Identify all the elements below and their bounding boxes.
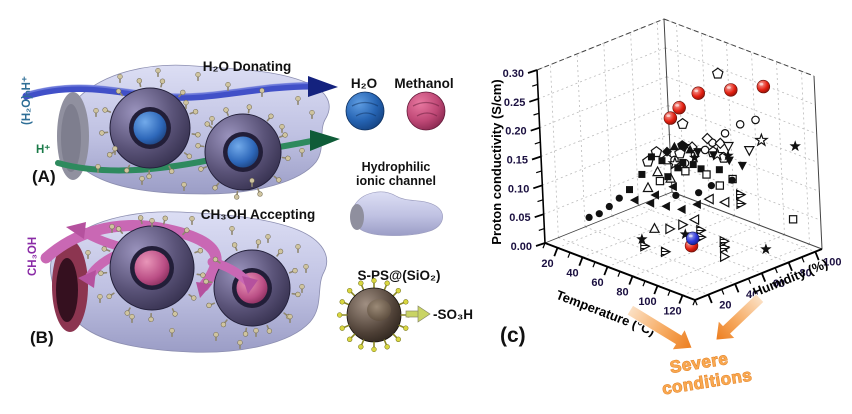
sps-crater — [367, 299, 391, 321]
series-sphere — [685, 231, 700, 246]
methanol-sphere-texture — [412, 101, 440, 117]
svg-text:0.00: 0.00 — [511, 241, 532, 253]
methanol-arrowhead-icon — [242, 276, 258, 294]
svg-text:100: 100 — [823, 257, 841, 269]
water-arrowhead-icon — [308, 76, 338, 97]
3d-scatter-axes-and-points: 0.00 0.05 0.10 0.15 0.20 0.25 0.30 20 40 60 80 100 1… — [489, 18, 841, 339]
svg-text:100: 100 — [638, 296, 656, 308]
series-pentagon-filled — [677, 140, 688, 150]
water-sphere-texture — [351, 101, 379, 117]
membrane-channel-b: CH₃OH Accepting CH₃OH (B) — [27, 207, 328, 353]
proton-label: H⁺ — [36, 144, 50, 156]
svg-text:20: 20 — [719, 300, 731, 312]
panel-c-label: (c) — [500, 324, 526, 347]
svg-text:0.30: 0.30 — [503, 68, 524, 80]
series-square-open — [655, 167, 798, 224]
series-sphere — [663, 79, 771, 253]
panel-a-title: H₂O Donating — [203, 59, 292, 74]
svg-text:Proton conductivity (S/cm): Proton conductivity (S/cm) — [489, 79, 504, 244]
svg-text:120: 120 — [663, 305, 681, 317]
scatter-points — [585, 67, 801, 263]
panel-a-channel-label: (H₂O)ₙH⁺ — [21, 76, 33, 125]
sulfonated-spikes — [339, 277, 409, 306]
sulfonic-pins — [85, 215, 309, 349]
channel-legend-label-line2: ionic channel — [356, 174, 436, 188]
svg-text:80: 80 — [799, 267, 811, 279]
svg-text:80: 80 — [616, 286, 628, 298]
methanol-legend-label: Methanol — [394, 76, 453, 91]
svg-text:0.10: 0.10 — [508, 183, 529, 195]
series-square-filled — [626, 153, 723, 194]
panel-b-channel-label: CH₃OH — [27, 237, 39, 276]
series-triangle-left-open — [688, 193, 730, 226]
axes: 0.00 0.05 0.10 0.15 0.20 0.25 0.30 20 40 60 80 100 1… — [489, 68, 841, 339]
svg-text:40: 40 — [566, 267, 578, 279]
series-diamond-open — [686, 132, 727, 153]
channel-a-opening-inner — [61, 104, 81, 172]
water-core — [227, 136, 259, 168]
series-triangle-left-filled — [629, 182, 714, 214]
methanol-arrowhead-icon — [196, 282, 212, 298]
channel-b-opening-inner — [56, 258, 78, 322]
methanol-arrowhead-icon — [66, 222, 86, 239]
methanol-core — [134, 250, 170, 286]
channel-legend-shape — [351, 191, 443, 236]
water-sphere — [345, 91, 385, 131]
svg-text:0.20: 0.20 — [505, 126, 526, 138]
severe-conditions-annotation: Severe conditions — [660, 349, 754, 399]
proton-arrowhead-icon — [310, 130, 340, 151]
severe-arrow-left-icon — [626, 304, 693, 351]
sulfonic-pins — [93, 67, 315, 200]
channel-legend-opening — [350, 204, 364, 230]
series-triangle-down-open — [722, 141, 755, 157]
so3h-label: -SO₃H — [433, 307, 473, 322]
so3h-arrow-icon — [405, 305, 431, 323]
methanol-arrowhead-icon — [78, 270, 96, 288]
severe-arrow-right-icon — [715, 293, 765, 341]
svg-text:60: 60 — [773, 278, 785, 290]
svg-text:60: 60 — [591, 277, 603, 289]
panel-b-title: CH₃OH Accepting — [201, 207, 316, 222]
series-triangle-right-hatched — [640, 188, 747, 258]
series-triangle-right-open — [665, 219, 731, 263]
water-legend-label: H₂O — [351, 76, 377, 91]
methanol-sphere — [406, 91, 446, 131]
panel-b-label: (B) — [30, 328, 54, 347]
svg-text:20: 20 — [541, 258, 553, 270]
series-diamond-filled — [662, 146, 672, 157]
svg-text:0.15: 0.15 — [507, 155, 528, 167]
panel-a-label: (A) — [32, 167, 56, 186]
membrane-channel-a: H₂O Donating (H₂O)ₙH⁺ H⁺ (A) — [21, 59, 340, 200]
svg-text:0.25: 0.25 — [504, 97, 525, 109]
series-circle-filled — [585, 176, 736, 222]
series-triangle-up-filled — [669, 141, 695, 154]
water-core — [133, 111, 167, 145]
particle-legend-label: S-PS@(SiO₂) — [358, 268, 441, 283]
figure-legend: H₂O Methanol Hydrophilic ionic channel S… — [336, 76, 473, 353]
conductivity-3d-plot: 0.00 0.05 0.10 0.15 0.20 0.25 0.30 20 40 60 80 100 1… — [489, 18, 841, 399]
schematic-panel: H₂O Donating (H₂O)ₙH⁺ H⁺ (A) CH₃OH Accep… — [21, 59, 473, 353]
channel-legend-label-line1: Hydrophilic — [362, 160, 431, 174]
svg-text:0.05: 0.05 — [509, 212, 530, 224]
